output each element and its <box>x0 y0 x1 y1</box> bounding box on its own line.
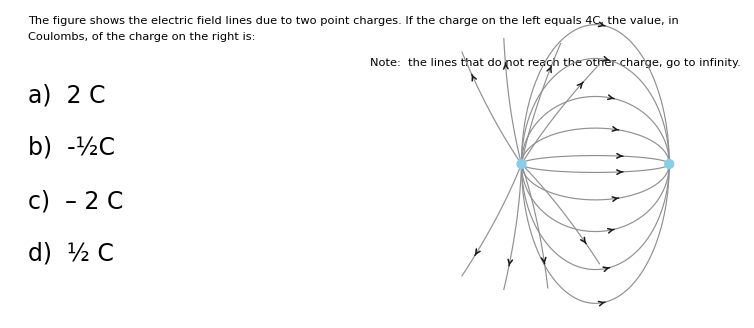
Circle shape <box>516 159 526 169</box>
Text: Coulombs, of the charge on the right is:: Coulombs, of the charge on the right is: <box>28 32 256 42</box>
Text: a)  2 C: a) 2 C <box>28 83 106 107</box>
Circle shape <box>664 159 674 169</box>
Text: c)  – 2 C: c) – 2 C <box>28 189 124 213</box>
Text: d)  ½ C: d) ½ C <box>28 242 114 266</box>
Text: The figure shows the electric field lines due to two point charges. If the charg: The figure shows the electric field line… <box>28 16 679 26</box>
Text: Note:  the lines that do not reach the other charge, go to infinity.: Note: the lines that do not reach the ot… <box>370 58 740 68</box>
Text: b)  -½C: b) -½C <box>28 136 115 160</box>
